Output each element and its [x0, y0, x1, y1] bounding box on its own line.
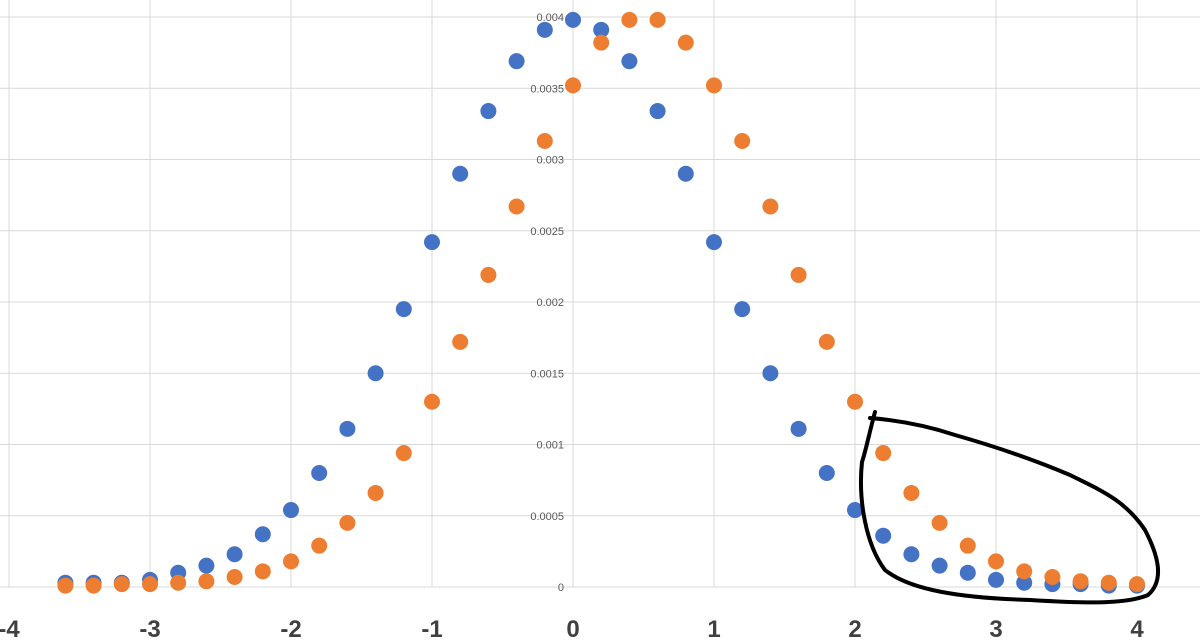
- data-point: [1129, 576, 1145, 593]
- data-point: [988, 553, 1004, 570]
- x-tick-label: 1: [707, 616, 720, 641]
- data-point: [311, 537, 328, 554]
- series-2: [57, 11, 1145, 594]
- data-point: [311, 465, 328, 481]
- data-point: [649, 103, 666, 120]
- data-point: [875, 445, 892, 462]
- y-tick-label: 0.003: [536, 155, 564, 167]
- y-tick-label: 0.001: [536, 440, 564, 452]
- data-point: [395, 301, 412, 318]
- data-point: [931, 557, 948, 574]
- x-tick-label: 2: [848, 616, 861, 641]
- data-point: [57, 577, 74, 594]
- data-point: [677, 165, 694, 182]
- data-point: [424, 234, 440, 251]
- x-tick-label: 4: [1130, 616, 1144, 641]
- data-point: [903, 546, 920, 563]
- x-tick-label: 0: [566, 616, 579, 641]
- data-point: [818, 333, 835, 350]
- data-point: [226, 546, 243, 563]
- data-point: [565, 11, 581, 28]
- data-point: [536, 21, 553, 38]
- data-point: [254, 563, 271, 580]
- data-point: [593, 34, 610, 51]
- data-point: [85, 577, 102, 594]
- data-point: [226, 569, 243, 586]
- data-point: [790, 420, 807, 437]
- data-point: [480, 103, 497, 120]
- data-point: [339, 420, 356, 437]
- data-point: [1100, 574, 1117, 591]
- series-1: [57, 11, 1145, 594]
- data-point: [142, 576, 158, 593]
- data-point: [508, 198, 525, 215]
- data-point: [339, 514, 356, 531]
- data-point: [593, 21, 610, 38]
- data-point: [621, 53, 638, 70]
- data-point: [452, 333, 469, 350]
- data-point: [170, 574, 187, 591]
- y-tick-label: 0.0015: [530, 368, 564, 380]
- data-point: [508, 53, 525, 70]
- y-tick-label: 0.002: [536, 297, 564, 309]
- y-tick-label: 0: [558, 582, 564, 594]
- data-point: [424, 393, 440, 410]
- data-point: [818, 465, 835, 481]
- data-point: [254, 526, 271, 543]
- data-point: [283, 553, 299, 570]
- y-axis-tick-labels: 0 0.0005 0.001 0.0015 0.002 0.0025 0.003 0.0035…: [530, 12, 564, 594]
- data-point: [847, 502, 863, 519]
- data-point: [762, 365, 779, 382]
- data-point: [621, 11, 638, 28]
- data-point: [734, 301, 751, 318]
- data-point: [565, 77, 581, 94]
- data-point: [706, 77, 722, 94]
- data-point: [762, 198, 779, 215]
- data-point: [988, 571, 1004, 588]
- data-point: [847, 393, 863, 410]
- data-point: [452, 165, 469, 182]
- data-point: [113, 576, 130, 593]
- data-point: [395, 445, 412, 462]
- data-point: [959, 564, 976, 581]
- data-point: [480, 266, 497, 283]
- y-tick-label: 0.004: [536, 12, 564, 24]
- data-point: [367, 484, 384, 501]
- y-tick-label: 0.0005: [530, 511, 564, 523]
- data-point: [198, 573, 215, 590]
- data-point: [959, 537, 976, 554]
- x-tick-label: -2: [280, 616, 301, 641]
- data-point: [677, 34, 694, 51]
- data-point: [1016, 563, 1033, 580]
- data-point: [734, 132, 751, 149]
- data-point: [1016, 574, 1033, 591]
- data-series: [57, 11, 1145, 594]
- x-tick-label: -1: [421, 616, 442, 641]
- gridlines: [0, 0, 1200, 588]
- data-point: [283, 502, 299, 519]
- x-axis-tick-labels: -4 -3 -2 -1 0 1 2 3 4: [0, 616, 1144, 641]
- data-point: [536, 132, 553, 149]
- x-tick-label: -4: [0, 616, 20, 641]
- data-point: [790, 266, 807, 283]
- data-point: [931, 514, 948, 531]
- data-point: [706, 234, 722, 251]
- data-point: [649, 11, 666, 28]
- data-point: [367, 365, 384, 382]
- data-point: [1072, 573, 1089, 590]
- data-point: [903, 484, 920, 501]
- data-point: [198, 557, 215, 574]
- data-point: [1044, 569, 1061, 586]
- data-point: [875, 527, 892, 544]
- x-tick-label: -3: [139, 616, 160, 641]
- annotation-loop: [859, 410, 1161, 605]
- y-tick-label: 0.0035: [530, 83, 564, 95]
- x-tick-label: 3: [989, 616, 1002, 641]
- y-tick-label: 0.0025: [530, 226, 564, 238]
